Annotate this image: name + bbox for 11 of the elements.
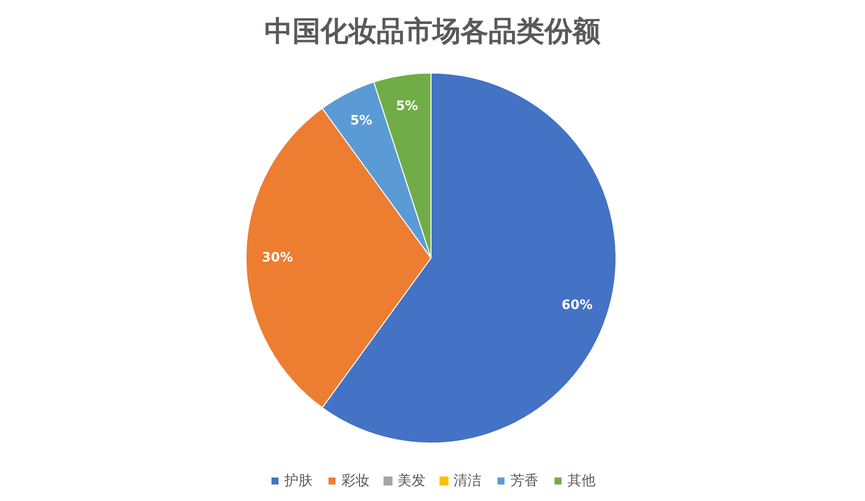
legend-label: 芳香 — [510, 473, 538, 489]
data-label: 5% — [396, 98, 418, 114]
legend-label: 清洁 — [454, 473, 482, 489]
legend-label: 其他 — [568, 473, 596, 489]
legend-label: 护肤 — [284, 473, 312, 489]
data-label: 60% — [561, 298, 593, 313]
data-label: 5% — [350, 114, 372, 129]
legend-label: 彩妆 — [342, 473, 370, 489]
legend-label: 美发 — [398, 473, 426, 489]
chart-title: 中国化妆品市场各品类份额 — [264, 14, 602, 48]
data-label: 30% — [262, 250, 294, 266]
